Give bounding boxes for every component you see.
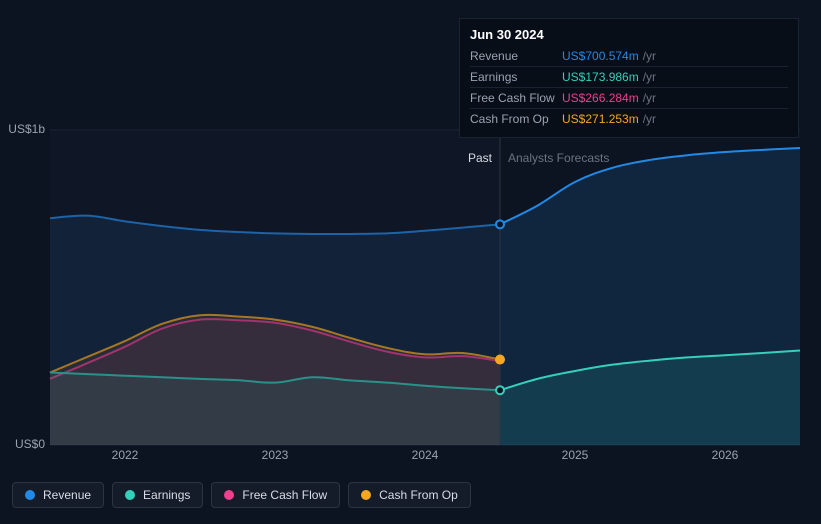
x-axis-tick: 2022 <box>112 448 139 462</box>
legend-item-earnings[interactable]: Earnings <box>112 482 203 508</box>
tooltip-metric-label: Cash From Op <box>470 112 562 126</box>
tooltip-unit: /yr <box>643 49 656 63</box>
x-axis-tick: 2025 <box>562 448 589 462</box>
x-axis-tick: 2023 <box>262 448 289 462</box>
legend-label: Free Cash Flow <box>242 488 327 502</box>
tooltip-row: EarningsUS$173.986m/yr <box>470 66 788 87</box>
legend-swatch <box>224 490 234 500</box>
legend-label: Earnings <box>143 488 190 502</box>
tooltip-unit: /yr <box>643 112 656 126</box>
tooltip-metric-value: US$266.284m/yr <box>562 91 788 105</box>
past-label: Past <box>468 151 492 165</box>
tooltip-metric-label: Revenue <box>470 49 562 63</box>
data-point-tooltip: Jun 30 2024 RevenueUS$700.574m/yrEarning… <box>459 18 799 138</box>
legend-label: Cash From Op <box>379 488 458 502</box>
tooltip-row: RevenueUS$700.574m/yr <box>470 46 788 66</box>
y-axis-tick-bottom: US$0 <box>15 437 45 451</box>
x-axis-tick: 2026 <box>712 448 739 462</box>
y-axis-tick-top: US$1b <box>8 122 45 136</box>
tooltip-row: Free Cash FlowUS$266.284m/yr <box>470 87 788 108</box>
tooltip-metric-value: US$700.574m/yr <box>562 49 788 63</box>
legend-swatch <box>125 490 135 500</box>
tooltip-unit: /yr <box>643 91 656 105</box>
x-axis-tick: 2024 <box>412 448 439 462</box>
tooltip-row: Cash From OpUS$271.253m/yr <box>470 108 788 129</box>
chart-legend: Revenue Earnings Free Cash Flow Cash From O… <box>12 482 471 508</box>
forecast-label: Analysts Forecasts <box>508 151 609 165</box>
legend-item-cash-from-op[interactable]: Cash From Op <box>348 482 471 508</box>
tooltip-metric-value: US$271.253m/yr <box>562 112 788 126</box>
tooltip-title: Jun 30 2024 <box>470 27 788 42</box>
tooltip-metric-label: Free Cash Flow <box>470 91 562 105</box>
legend-swatch <box>361 490 371 500</box>
financial-chart: US$1b US$0 2022 2023 2024 2025 2026 Past… <box>0 0 821 524</box>
tooltip-metric-value: US$173.986m/yr <box>562 70 788 84</box>
legend-item-free-cash-flow[interactable]: Free Cash Flow <box>211 482 340 508</box>
legend-item-revenue[interactable]: Revenue <box>12 482 104 508</box>
tooltip-unit: /yr <box>643 70 656 84</box>
tooltip-metric-label: Earnings <box>470 70 562 84</box>
legend-label: Revenue <box>43 488 91 502</box>
legend-swatch <box>25 490 35 500</box>
